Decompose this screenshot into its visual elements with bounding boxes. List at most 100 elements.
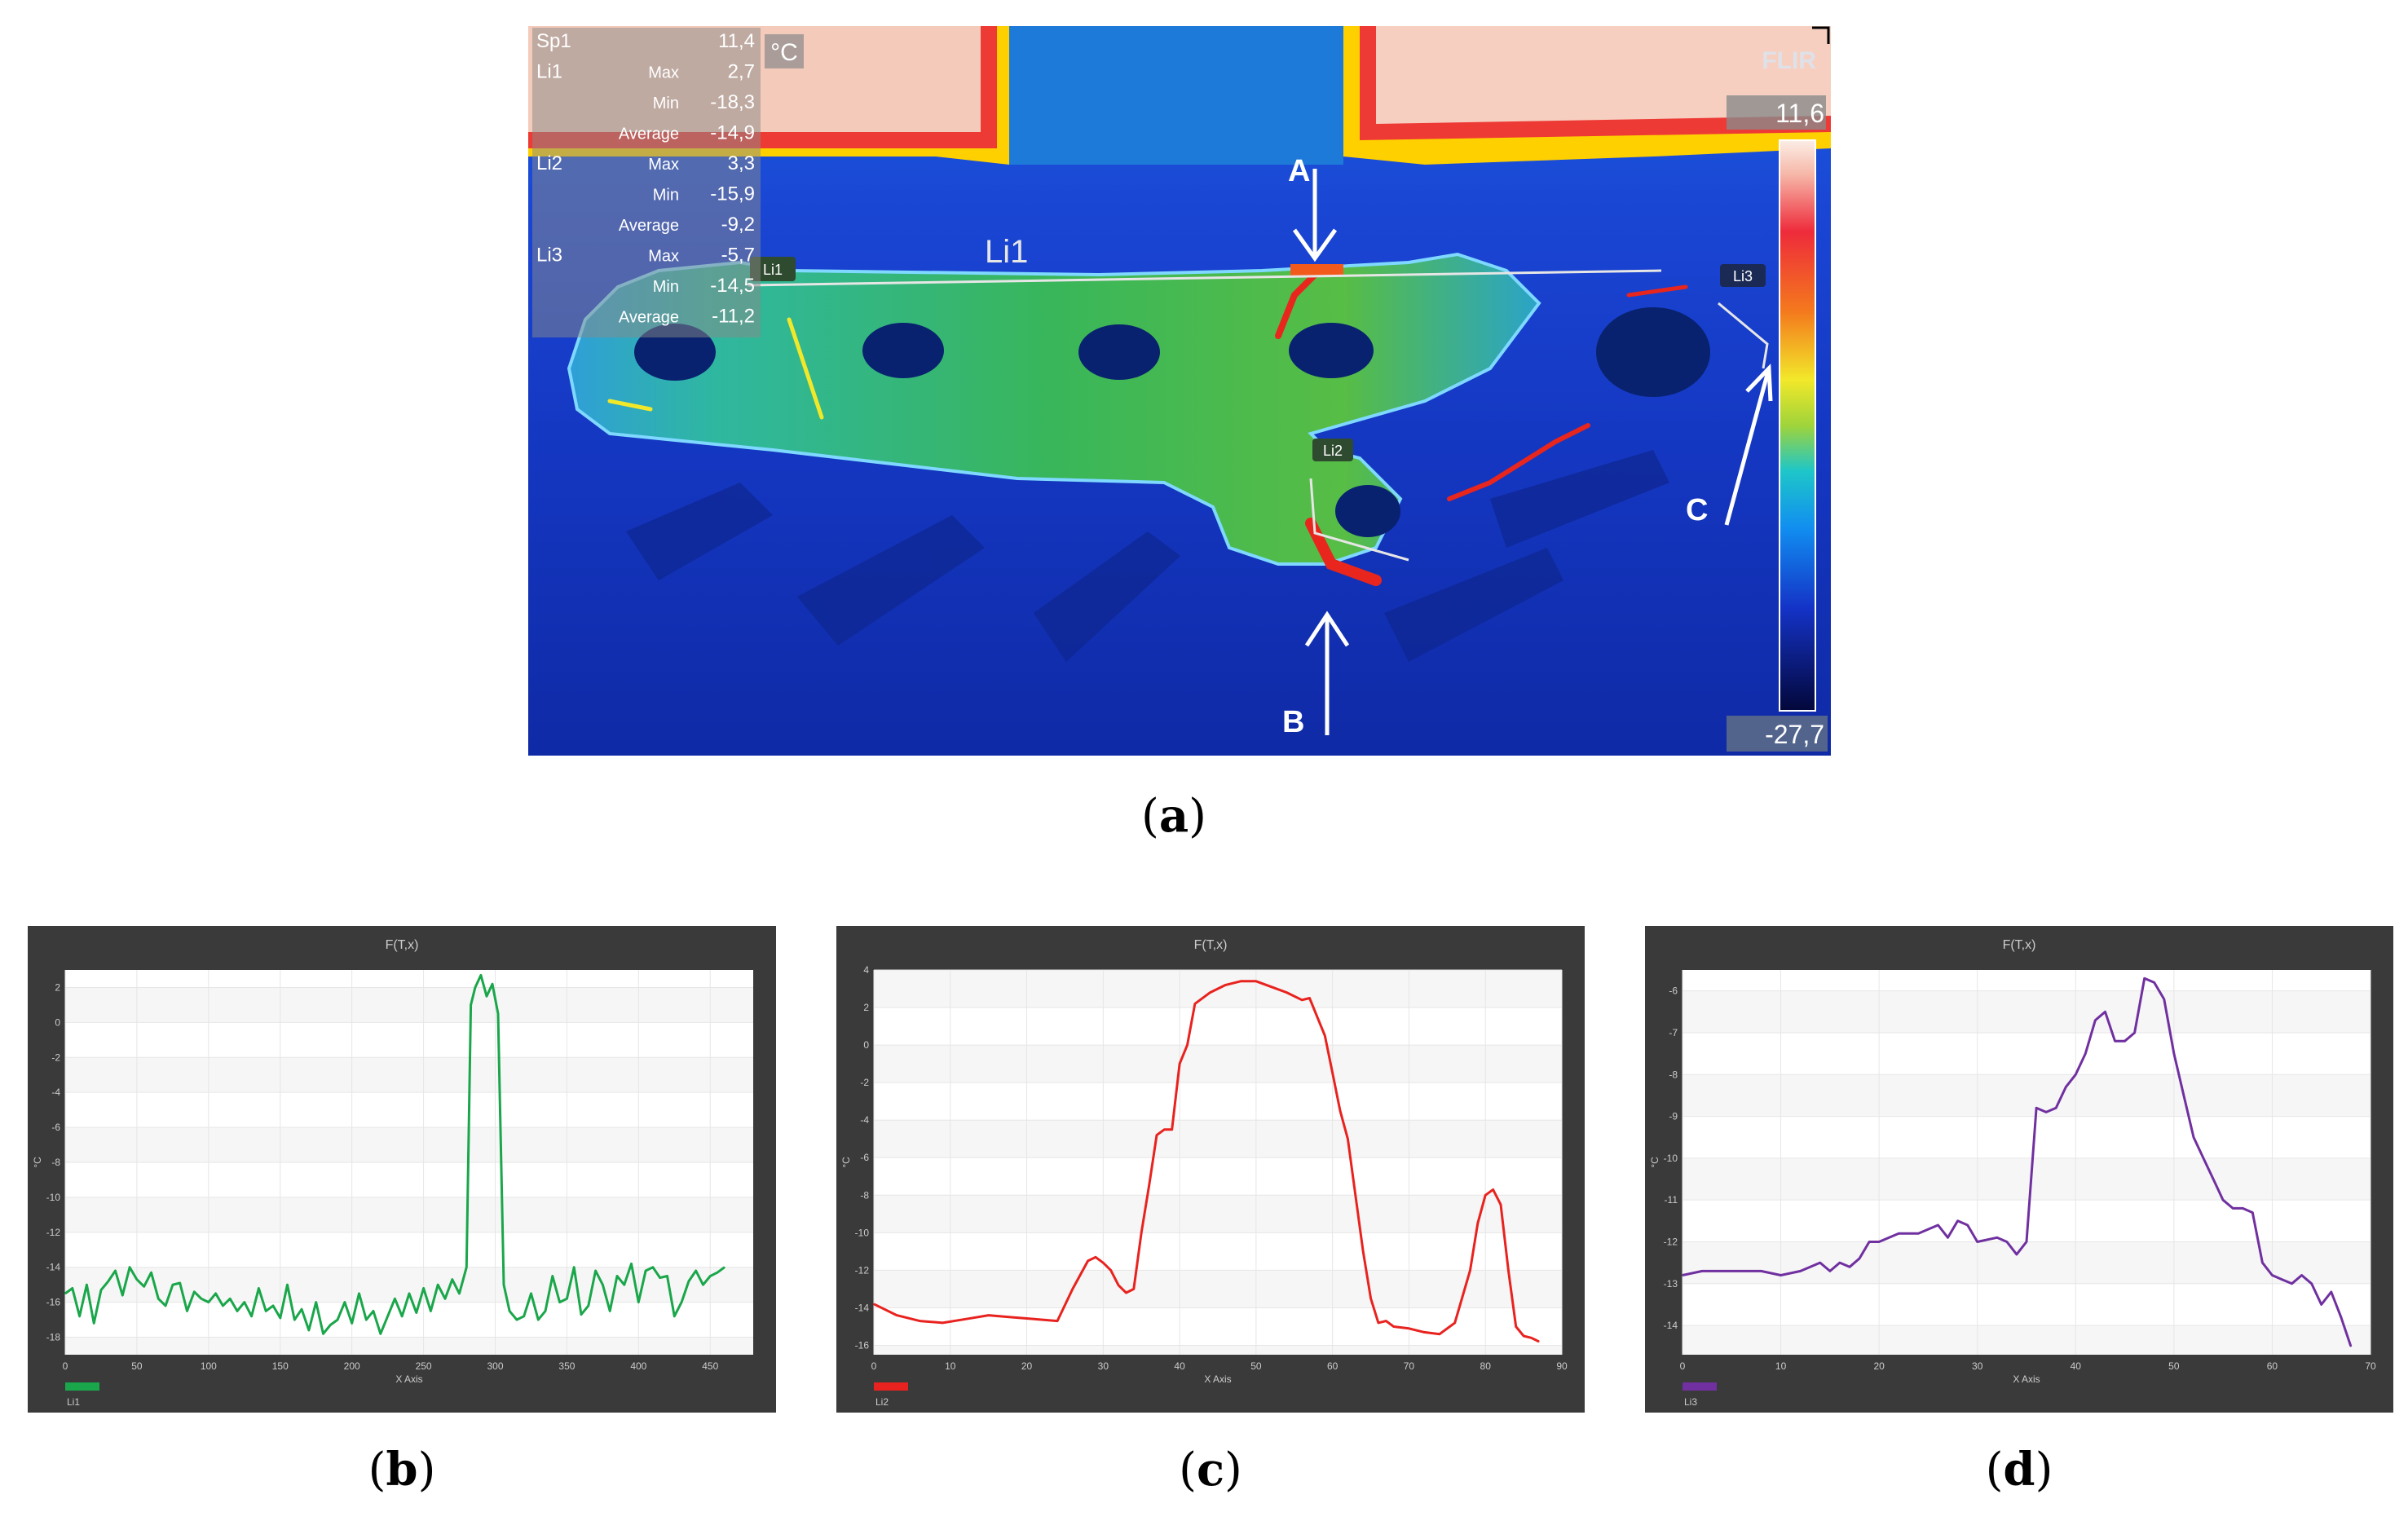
x-tick-label: 50 [2168,1360,2180,1372]
x-tick-label: 90 [1556,1360,1568,1372]
measurement-stat: Average [619,126,679,143]
data-point [1186,1044,1189,1046]
data-point [415,1312,417,1314]
data-point [530,1293,532,1294]
data-point [580,1313,582,1316]
x-tick-label: 300 [487,1360,503,1372]
legend-label: Li1 [67,1396,80,1408]
data-point [1849,1266,1850,1268]
measurement-value: -18,3 [710,91,755,113]
x-tick-label: 0 [1680,1360,1686,1372]
data-point [2261,1262,2264,1263]
data-point [1179,1063,1180,1065]
legend-label: Li3 [1684,1396,1697,1408]
data-point [2094,1019,2097,1021]
data-point [179,1282,181,1284]
data-point [480,974,482,977]
data-point [279,1317,281,1319]
data-point [1408,1327,1410,1329]
legend-swatch [65,1382,99,1391]
data-point [2310,1282,2313,1285]
data-point [422,1287,425,1290]
chart-title: F(T,x) [1194,938,1228,952]
y-tick-label: -12 [46,1227,61,1238]
data-point [1937,1224,1939,1226]
data-point [2006,1241,2008,1243]
data-point [1829,1270,1831,1272]
data-point [1492,1188,1494,1191]
data-point [987,1314,990,1316]
data-point [2133,1032,2136,1034]
arrows [1292,169,1773,735]
y-tick-label: -4 [860,1114,869,1126]
grid-band [65,1197,753,1232]
chart-li2: F(T,x)0 10 20 30 40 50 60 70 80 90420-2-4-6-8-10-… [836,926,1585,1413]
data-point [1056,1320,1058,1322]
data-point [1839,1262,1841,1263]
y-tick-label: -7 [1669,1027,1678,1038]
grid-band [874,1345,1562,1355]
data-point [1331,1072,1334,1074]
x-tick-label: 100 [201,1360,217,1372]
y-tick-label: -8 [51,1157,60,1168]
data-point [71,1287,73,1290]
data-point [1500,1204,1502,1206]
data-point [1859,1258,1860,1259]
data-point [250,1316,253,1317]
data-point [193,1290,196,1293]
x-tick-label: 400 [630,1360,646,1372]
data-point [474,986,476,989]
data-point [1156,1134,1158,1136]
data-point [1682,1274,1683,1276]
data-point [308,1329,310,1331]
measurement-name: Li1 [536,61,562,83]
data-point [64,1293,66,1294]
data-point [2114,1040,2116,1043]
arrow-label-a: A [1288,154,1310,188]
x-tick-label: 70 [1404,1360,1415,1372]
measurement-value: -14,9 [710,122,755,144]
data-point [430,1310,432,1312]
chart-title: F(T,x) [386,938,419,952]
data-point [2232,1207,2234,1210]
data-point [1133,1288,1135,1290]
data-point [503,1284,505,1285]
y-tick-label: -6 [1669,985,1678,997]
y-tick-label: -14 [855,1302,870,1313]
data-point [1378,1322,1379,1324]
data-point [573,1266,576,1268]
y-tick-label: 4 [863,964,869,976]
chart-li1: F(T,x) 0 50 100 150 200 250 300 350 400 450 2 0 -2 -4 -… [28,926,776,1413]
data-point [724,1266,725,1268]
measurement-name: Li3 [536,245,562,267]
data-point [1109,1269,1112,1272]
y-tick-label: -10 [855,1227,870,1238]
data-point [1507,1269,1510,1272]
plate [567,252,1541,566]
data-point [1163,1128,1166,1131]
flir-logo: FLIR [1762,47,1816,74]
data-point [594,1270,597,1272]
data-point [659,1276,661,1279]
line-li1 [748,269,1662,287]
data-point [2222,1199,2224,1201]
data-point [143,1285,145,1288]
y-axis-label: °C [32,1157,43,1168]
x-tick-label: 0 [871,1360,877,1372]
data-point [1316,1016,1318,1018]
data-point [286,1284,289,1285]
data-point [587,1305,589,1307]
hot-spots [607,264,1688,586]
data-point [873,1303,875,1305]
data-point [1240,981,1241,982]
data-point [2065,1086,2067,1088]
chart-li3: F(T,x) 0 10 20 30 40 50 60 70 -6 -7 -8 -9 -10 -11 -12 -1… [1645,926,2393,1413]
x-tick-label: 450 [702,1360,718,1372]
data-point [1347,1138,1349,1140]
data-point [1976,1241,1978,1243]
data-point [630,1263,633,1265]
data-point [1996,1237,1998,1239]
data-point [637,1301,640,1303]
data-point [666,1275,668,1277]
data-point [322,1333,324,1335]
